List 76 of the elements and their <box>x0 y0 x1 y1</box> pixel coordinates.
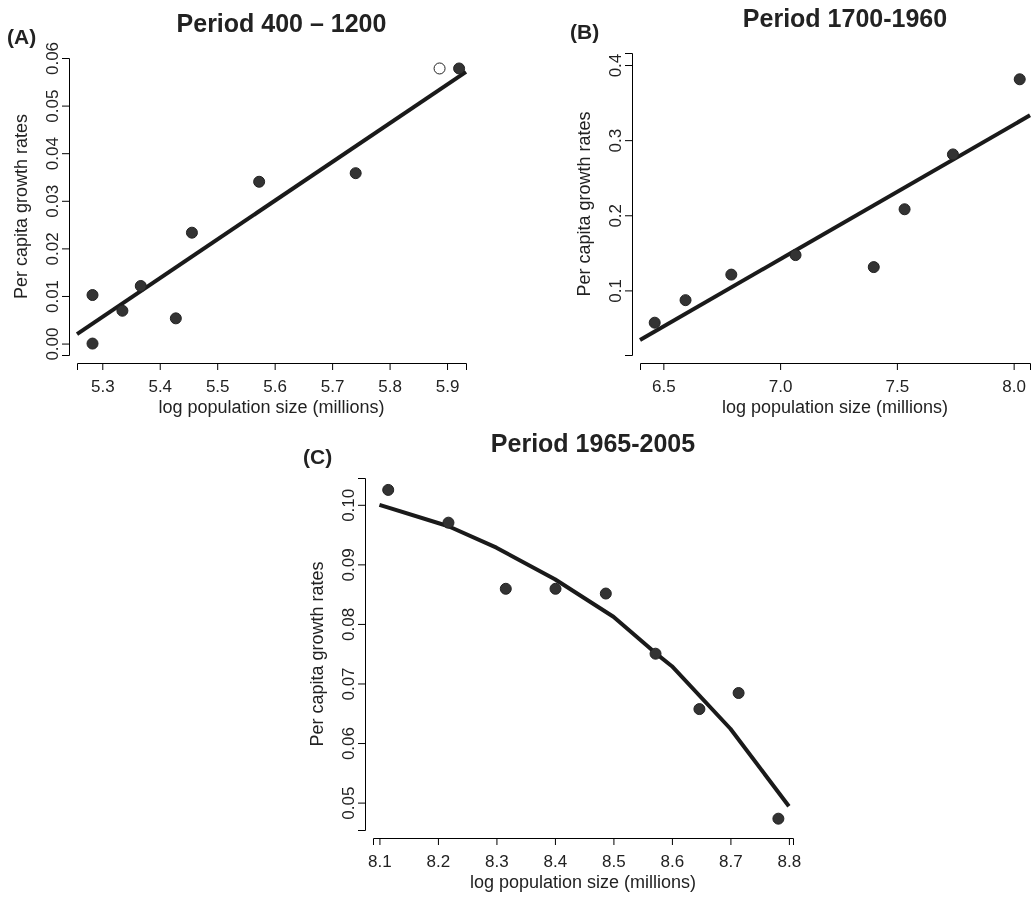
y-tick-label: 0.1 <box>606 279 625 303</box>
point <box>898 203 911 216</box>
y-axis-title: Per capita growth rates <box>307 561 327 747</box>
y-tick-label: 0.06 <box>339 727 358 761</box>
y-tick-label: 0.05 <box>339 786 358 820</box>
line-series <box>377 502 791 809</box>
x-tick-label: 8.8 <box>777 851 802 871</box>
x-tick-label: 6.5 <box>652 376 676 396</box>
y-tick-label: 0.04 <box>43 137 62 171</box>
y-axis-title: Per capita growth rates <box>574 111 594 297</box>
x-tick-label: 8.2 <box>426 851 451 871</box>
text: (B) <box>570 20 600 43</box>
point <box>772 812 785 825</box>
x-axis-title: log population size (millions) <box>158 397 385 417</box>
y-tick-label: 0.06 <box>43 41 62 76</box>
text: (A) <box>7 25 37 48</box>
point <box>134 279 147 292</box>
y-tick-label: 0.02 <box>43 232 62 266</box>
y-tick-label: 0.00 <box>43 327 62 361</box>
x-tick-label: 5.4 <box>148 376 173 396</box>
point <box>1013 73 1026 86</box>
point <box>442 516 455 529</box>
x-tick-label: 5.6 <box>263 376 287 396</box>
x-tick-label: 5.9 <box>435 376 460 396</box>
point <box>725 268 738 281</box>
x-tick-label: 8.4 <box>543 851 568 871</box>
x-axis-title: log population size (millions) <box>721 397 949 417</box>
point <box>867 261 880 274</box>
point <box>599 587 612 600</box>
point <box>86 289 99 302</box>
x-tick-label: 8.5 <box>602 851 626 871</box>
x-tick-label: 5.7 <box>320 376 345 396</box>
y-tick-label: 0.08 <box>339 607 358 641</box>
y-tick-label: 0.03 <box>43 184 62 218</box>
point <box>169 312 182 325</box>
x-tick-label: 5.3 <box>90 376 115 396</box>
y-tick-label: 0.2 <box>606 203 625 228</box>
chart-title: Period 1965-2005 <box>490 429 696 457</box>
x-tick-label: 8.7 <box>719 851 743 871</box>
x-tick-label: 8.6 <box>660 851 685 871</box>
x-axis-title: log population size (millions) <box>469 872 697 892</box>
x-tick-label: 7.5 <box>885 376 910 396</box>
point <box>789 249 802 262</box>
text: (C) <box>303 445 333 468</box>
point <box>382 483 395 496</box>
y-tick-label: 0.3 <box>606 128 625 153</box>
point <box>433 62 446 75</box>
x-tick-label: 8.3 <box>485 851 509 871</box>
x-tick-label: 5.5 <box>205 376 230 396</box>
y-tick-label: 0.07 <box>339 667 358 701</box>
chart-title: Period 400 – 1200 <box>176 9 387 37</box>
point <box>116 304 129 317</box>
point <box>693 703 706 716</box>
point <box>946 148 959 161</box>
y-tick-label: 0.4 <box>606 53 625 78</box>
point <box>185 226 198 239</box>
y-tick-label: 0.05 <box>43 89 62 123</box>
y-tick-label: 0.09 <box>339 548 358 582</box>
point <box>549 582 562 595</box>
x-tick-label: 5.8 <box>378 376 402 396</box>
point <box>679 294 692 307</box>
y-axis-title: Per capita growth rates <box>11 113 31 300</box>
x-tick-label: 8.1 <box>368 851 392 871</box>
point <box>253 175 266 188</box>
point <box>499 582 512 595</box>
point <box>349 167 362 180</box>
x-tick-label: 7.0 <box>768 376 793 396</box>
point <box>732 687 745 700</box>
y-tick-label: 0.10 <box>339 488 358 522</box>
chart-title: Period 1700-1960 <box>742 4 948 32</box>
point <box>649 647 662 660</box>
point <box>453 62 466 75</box>
y-tick-label: 0.01 <box>43 279 62 314</box>
x-tick-label: 8.0 <box>1002 376 1026 396</box>
point <box>648 316 661 329</box>
point <box>86 337 99 350</box>
